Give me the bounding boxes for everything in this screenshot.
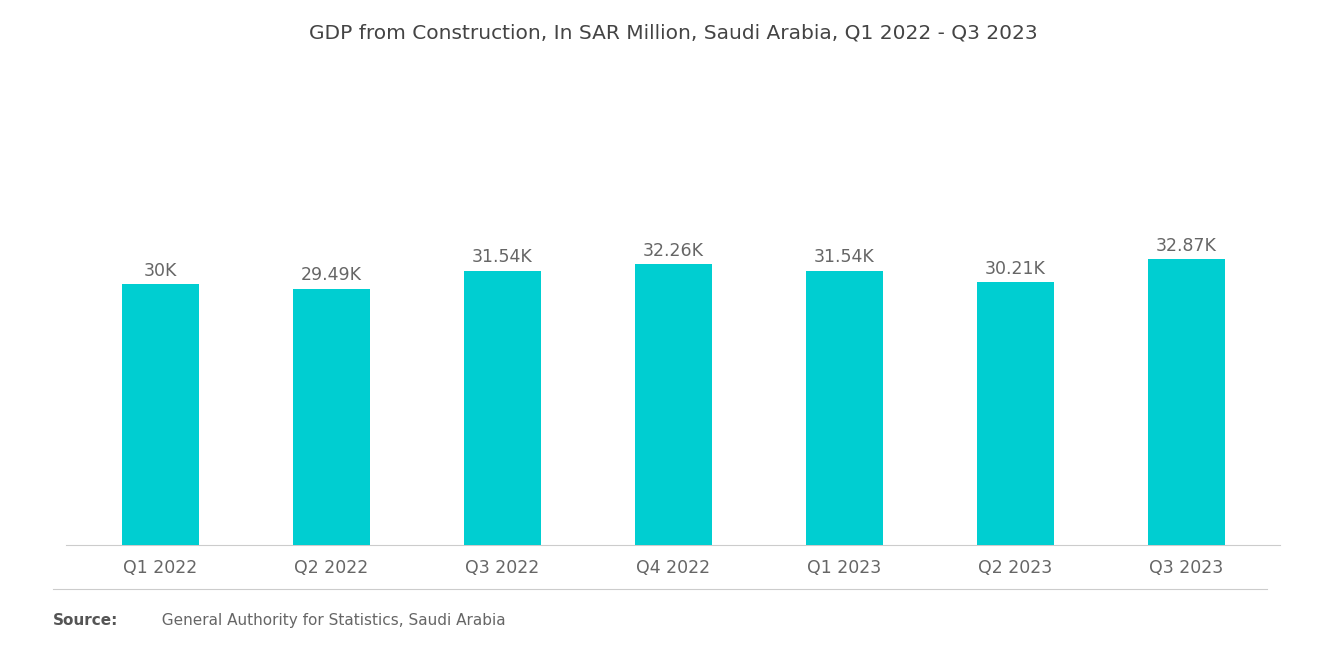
Text: General Authority for Statistics, Saudi Arabia: General Authority for Statistics, Saudi …	[152, 613, 506, 628]
Bar	[805, 271, 883, 545]
Text: 32.26K: 32.26K	[643, 242, 704, 260]
Text: 30.21K: 30.21K	[985, 260, 1045, 278]
Text: 31.54K: 31.54K	[814, 248, 875, 267]
Bar	[293, 289, 370, 545]
Text: 31.54K: 31.54K	[471, 248, 532, 267]
Text: 32.87K: 32.87K	[1156, 237, 1217, 255]
Text: Source:: Source:	[53, 613, 119, 628]
Title: GDP from Construction, In SAR Million, Saudi Arabia, Q1 2022 - Q3 2023: GDP from Construction, In SAR Million, S…	[309, 24, 1038, 43]
Bar	[635, 265, 711, 545]
Bar	[463, 271, 541, 545]
Text: 30K: 30K	[144, 262, 177, 280]
Bar	[121, 284, 198, 545]
Bar	[977, 283, 1053, 545]
Bar	[1148, 259, 1225, 545]
Text: 29.49K: 29.49K	[301, 266, 362, 284]
